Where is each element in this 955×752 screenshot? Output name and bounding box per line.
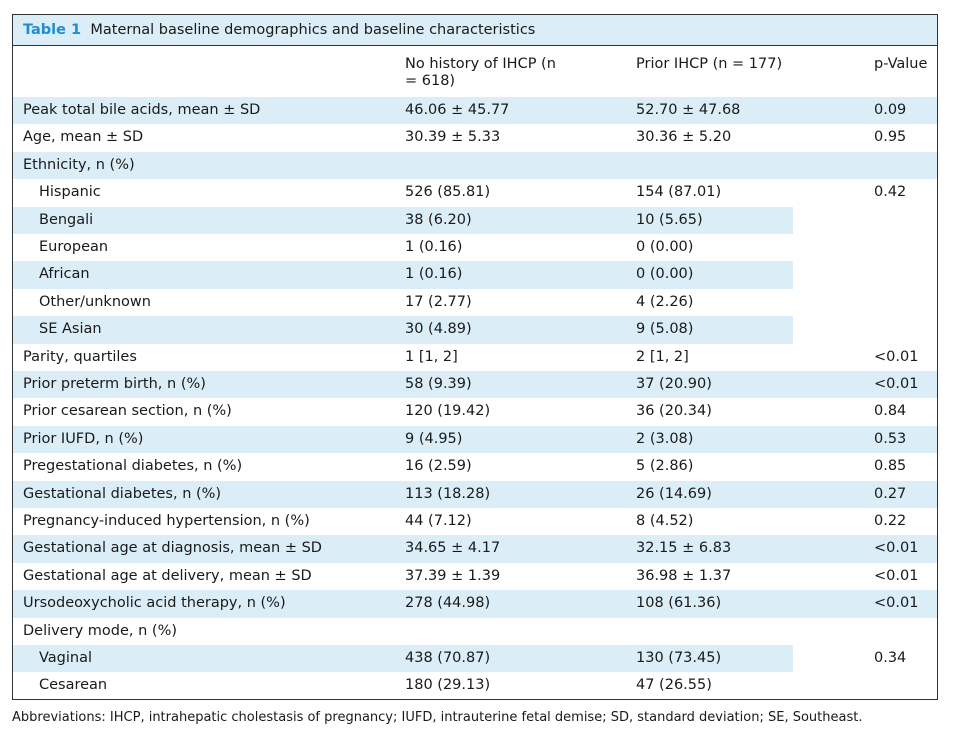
footnote: Abbreviations: IHCP, intrahepatic choles… (12, 710, 863, 725)
p-value: 0.22 (874, 513, 907, 529)
cell: 0 (0.00) (636, 266, 694, 283)
row-stripe (13, 371, 937, 399)
cell: 8 (4.52) (636, 513, 694, 529)
row-label: Prior preterm birth, n (%) (23, 376, 206, 392)
row-stripe (13, 151, 937, 180)
cell: 1 [1, 2] (405, 348, 458, 365)
p-value: 0.53 (874, 430, 907, 447)
title-text: Maternal baseline demographics and basel… (90, 22, 536, 38)
row-label: Prior IUFD, n (%) (23, 430, 144, 447)
cell: 526 (85.81) (405, 184, 491, 201)
cell: 120 (19.42) (405, 403, 491, 420)
row-label: Vaginal (39, 650, 93, 666)
cell: 38 (6.20) (405, 211, 472, 228)
cell: 30.36 ± 5.20 (636, 129, 732, 146)
cell: 37.39 ± 1.39 (405, 567, 501, 584)
row-label: Peak total bile acids, mean ± SD (23, 102, 261, 118)
row-label: Gestational age at diagnosis, mean ± SD (23, 540, 322, 557)
p-value: 0.27 (874, 485, 907, 502)
row-label: Other/unknown (39, 293, 151, 310)
row-stripe (13, 590, 937, 618)
p-value: 0.85 (874, 458, 907, 475)
cell: 438 (70.87) (405, 650, 491, 666)
cell: 113 (18.28) (405, 485, 491, 502)
cell: 4 (2.26) (636, 293, 694, 310)
row-label: Cesarean (39, 677, 108, 694)
cell: 30 (4.89) (405, 321, 472, 338)
cell: 0 (0.00) (636, 239, 694, 255)
row-label: European (39, 239, 109, 255)
cell: 1 (0.16) (405, 266, 463, 283)
cell: 154 (87.01) (636, 184, 722, 201)
p-value: 0.95 (874, 129, 907, 146)
cell: 108 (61.36) (636, 595, 722, 612)
row-label: Prior cesarean section, n (%) (23, 403, 232, 420)
row-stripe (13, 645, 793, 673)
row-label: Bengali (39, 211, 94, 228)
cell: 5 (2.86) (636, 458, 694, 475)
row-stripe (13, 425, 937, 454)
row-label: Delivery mode, n (%) (23, 622, 178, 639)
table: Table 1 Maternal baseline demographics a… (12, 14, 938, 700)
row-label: Gestational age at delivery, mean ± SD (23, 567, 312, 584)
cell: 278 (44.98) (405, 595, 491, 612)
row-label: Ethnicity, n (%) (23, 156, 135, 173)
cell: 47 (26.55) (636, 677, 712, 694)
cell: 2 (3.08) (636, 430, 694, 447)
p-value: <0.01 (874, 348, 919, 365)
p-value: <0.01 (874, 376, 919, 392)
row-stripe (13, 480, 937, 508)
column-header: p-Value (874, 56, 928, 72)
cell: 2 [1, 2] (636, 348, 689, 365)
cell: 58 (9.39) (405, 376, 472, 392)
cell: 1 (0.16) (405, 239, 463, 255)
cell: 36.98 ± 1.37 (636, 567, 732, 584)
p-value: <0.01 (874, 567, 919, 584)
row-label: Gestational diabetes, n (%) (23, 485, 222, 502)
cell: 30.39 ± 5.33 (405, 129, 501, 146)
cell: 36 (20.34) (636, 403, 712, 420)
cell: 9 (4.95) (405, 430, 463, 447)
cell: 17 (2.77) (405, 293, 472, 310)
cell: 26 (14.69) (636, 485, 712, 502)
row-label: Age, mean ± SD (23, 129, 144, 146)
row-label: Hispanic (39, 184, 101, 201)
row-stripe (13, 261, 793, 289)
cell: 9 (5.08) (636, 321, 694, 338)
cell: 130 (73.45) (636, 650, 722, 666)
row-stripe (13, 316, 793, 344)
row-label: Pregnancy-induced hypertension, n (%) (23, 513, 310, 529)
row-label: Pregestational diabetes, n (%) (23, 458, 243, 475)
cell: 46.06 ± 45.77 (405, 102, 510, 118)
row-label: African (39, 266, 90, 283)
p-value: 0.09 (874, 102, 907, 118)
row-label: Parity, quartiles (23, 348, 137, 365)
table-label: Table 1 (23, 22, 82, 38)
title-bar (13, 15, 937, 46)
cell: 44 (7.12) (405, 513, 472, 529)
cell: 32.15 ± 6.83 (636, 540, 732, 557)
cell: 34.65 ± 4.17 (405, 540, 501, 557)
p-value: 0.42 (874, 184, 907, 201)
row-stripe (13, 206, 793, 234)
cell: 16 (2.59) (405, 458, 472, 475)
table-title: Table 1 Maternal baseline demographics a… (23, 22, 535, 39)
cell: 10 (5.65) (636, 211, 703, 228)
cell: 37 (20.90) (636, 376, 712, 392)
column-header: Prior IHCP (n = 177) (636, 56, 783, 72)
cell: 52.70 ± 47.68 (636, 102, 741, 118)
row-label: SE Asian (39, 321, 102, 338)
row-stripe (13, 97, 937, 125)
row-label: Ursodeoxycholic acid therapy, n (%) (23, 595, 286, 612)
p-value: 0.84 (874, 403, 907, 420)
column-header: No history of IHCP (n = 618) (405, 56, 556, 89)
row-stripe (13, 535, 937, 563)
cell: 180 (29.13) (405, 677, 491, 694)
p-value: 0.34 (874, 650, 907, 666)
p-value: <0.01 (874, 540, 919, 557)
p-value: <0.01 (874, 595, 919, 612)
